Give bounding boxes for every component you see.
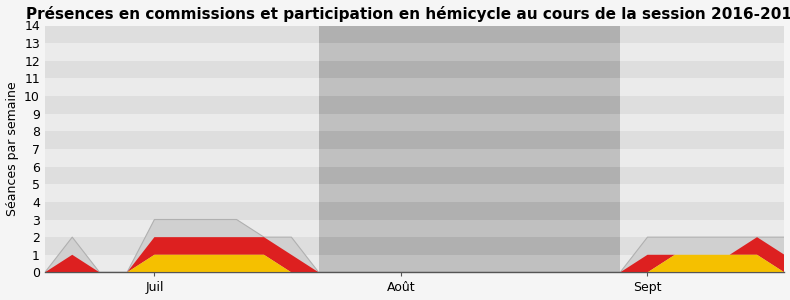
Title: Présences en commissions et participation en hémicycle au cours de la session 20: Présences en commissions et participatio…: [26, 6, 790, 22]
Y-axis label: Séances par semaine: Séances par semaine: [6, 82, 18, 216]
